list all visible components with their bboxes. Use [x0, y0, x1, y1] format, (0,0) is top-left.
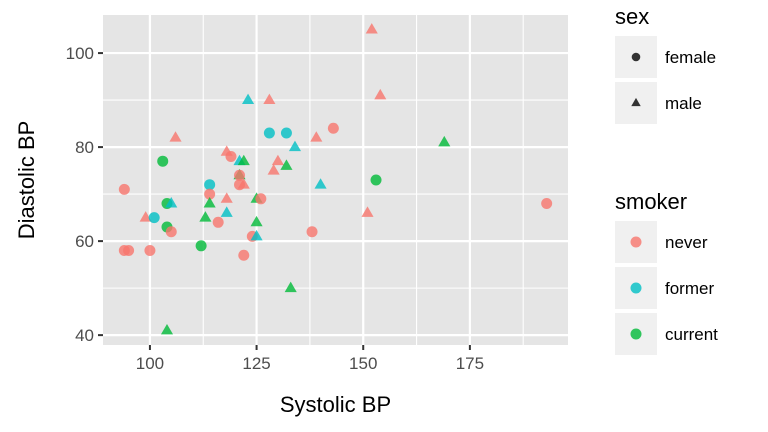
legend-label: former: [665, 279, 714, 298]
data-point: [234, 169, 246, 181]
data-point: [280, 127, 292, 139]
color-swatch-icon: [630, 236, 642, 248]
data-point: [263, 127, 275, 139]
data-point: [123, 245, 135, 257]
legend-title: sex: [615, 4, 649, 29]
data-point: [288, 140, 302, 152]
data-point: [255, 193, 267, 205]
legend-smoker: smoker never former current: [615, 189, 718, 355]
data-point: [165, 226, 177, 238]
data-point: [157, 155, 169, 167]
y-tick-label: 40: [75, 326, 94, 345]
data-point: [250, 215, 263, 227]
data-point: [267, 164, 280, 175]
data-point: [238, 249, 250, 261]
data-points: [118, 23, 553, 335]
x-tick-label: 100: [136, 354, 164, 373]
data-point: [203, 197, 216, 208]
data-point: [195, 240, 207, 252]
data-point: [237, 178, 250, 189]
data-point: [310, 131, 323, 142]
minor-gridlines: [103, 15, 568, 345]
data-point: [199, 211, 212, 222]
data-point: [220, 192, 233, 203]
data-point: [212, 216, 224, 228]
legend-title: smoker: [615, 189, 687, 214]
x-tick-label: 150: [349, 354, 377, 373]
data-point: [284, 281, 297, 293]
data-point: [225, 150, 237, 162]
color-swatch-icon: [630, 282, 642, 294]
y-tick-label: 60: [75, 232, 94, 251]
data-point: [144, 245, 156, 257]
legend-label: male: [665, 94, 702, 113]
data-point: [438, 135, 451, 147]
data-point: [220, 206, 233, 217]
x-axis: 100 125 150 175: [136, 345, 484, 373]
data-point: [541, 198, 553, 210]
data-point: [314, 178, 327, 189]
data-point: [139, 211, 152, 222]
y-axis: 40 60 80 100: [66, 44, 103, 345]
major-gridlines: [103, 15, 568, 345]
data-point: [250, 229, 263, 241]
data-point: [370, 174, 382, 186]
y-tick-label: 80: [75, 138, 94, 157]
data-point: [204, 179, 216, 191]
data-point: [361, 206, 374, 217]
data-point: [237, 154, 250, 166]
data-point: [271, 154, 284, 166]
data-point: [280, 159, 293, 170]
data-point: [169, 131, 182, 142]
data-point: [204, 188, 216, 200]
color-swatch-icon: [630, 328, 642, 340]
legend-sex: sex female male: [615, 4, 716, 124]
data-point: [148, 212, 160, 224]
y-tick-label: 100: [66, 44, 94, 63]
data-point: [327, 122, 339, 134]
x-tick-label: 125: [242, 354, 270, 373]
legend: sex female male smoker never former current: [615, 4, 718, 355]
legend-label: female: [665, 48, 716, 67]
data-point: [306, 226, 318, 238]
plot-panel: [103, 15, 568, 345]
data-point: [263, 93, 276, 105]
legend-label: never: [665, 233, 708, 252]
data-point: [165, 197, 178, 208]
data-point: [241, 93, 255, 105]
triangle-icon: [631, 97, 641, 107]
data-point: [365, 23, 378, 34]
data-point: [118, 183, 130, 195]
y-axis-title: Diastolic BP: [14, 121, 39, 240]
legend-label: current: [665, 325, 718, 344]
x-axis-title: Systolic BP: [280, 392, 391, 417]
x-tick-label: 175: [456, 354, 484, 373]
circle-icon: [631, 52, 641, 62]
data-point: [374, 88, 387, 100]
data-point: [160, 323, 174, 335]
